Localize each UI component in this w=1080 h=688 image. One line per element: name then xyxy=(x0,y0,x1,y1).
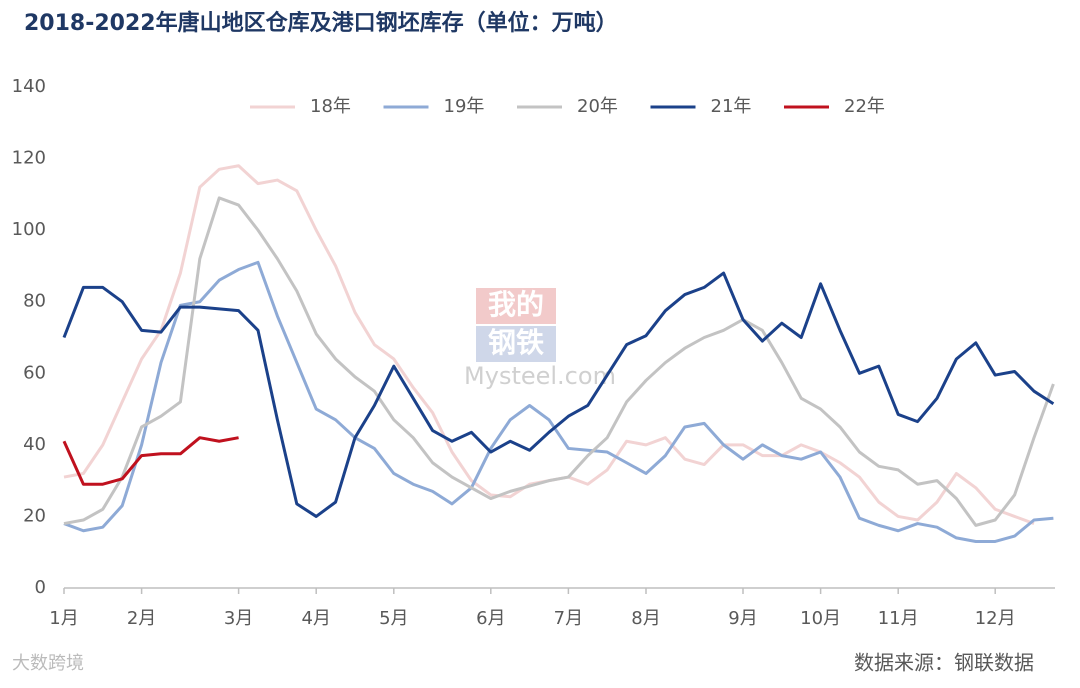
watermark: 我的 钢铁 Mysteel.com xyxy=(464,288,616,390)
source: 数据来源：钢联数据 xyxy=(854,651,1034,675)
legend-label: 21年 xyxy=(711,96,752,117)
x-tick-label: 11月 xyxy=(878,608,919,629)
watermark-text: 我的 xyxy=(488,288,544,321)
series-line xyxy=(62,436,239,486)
x-tick-label: 3月 xyxy=(224,608,253,629)
watermark-text: Mysteel.com xyxy=(464,362,616,390)
series-line xyxy=(63,196,1055,527)
x-tick-label: 5月 xyxy=(379,608,408,629)
x-tick-label: 4月 xyxy=(301,608,330,629)
x-tick-label: 9月 xyxy=(728,608,757,629)
x-tick-label: 2月 xyxy=(127,608,156,629)
y-tick-label: 20 xyxy=(23,505,46,526)
y-tick-label: 140 xyxy=(12,76,46,97)
y-tick-label: 120 xyxy=(12,148,46,169)
x-tick-label: 8月 xyxy=(631,608,660,629)
y-tick-label: 80 xyxy=(23,291,46,312)
x-tick-label: 7月 xyxy=(554,608,583,629)
x-tick-label: 6月 xyxy=(476,608,505,629)
chart-title: 2018-2022年唐山地区仓库及港口钢坯库存（单位：万吨） xyxy=(24,10,618,36)
legend-label: 20年 xyxy=(577,96,618,117)
watermark-box xyxy=(476,326,556,362)
legend-label: 22年 xyxy=(844,96,885,117)
legend-label: 18年 xyxy=(310,96,351,117)
y-tick-label: 40 xyxy=(23,434,46,455)
series-line xyxy=(63,260,1054,543)
y-tick-label: 60 xyxy=(23,362,46,383)
watermark-box xyxy=(476,288,556,324)
x-tick-label: 12月 xyxy=(975,608,1016,629)
x-tick-label: 10月 xyxy=(800,608,841,629)
legend-label: 19年 xyxy=(444,96,485,117)
y-tick-label: 0 xyxy=(35,577,46,598)
watermark-text: 钢铁 xyxy=(488,326,544,359)
y-tick-label: 100 xyxy=(12,219,46,240)
logo-text: 大数跨境 xyxy=(12,653,84,674)
x-tick-label: 1月 xyxy=(49,608,78,629)
series-line xyxy=(62,271,1055,518)
